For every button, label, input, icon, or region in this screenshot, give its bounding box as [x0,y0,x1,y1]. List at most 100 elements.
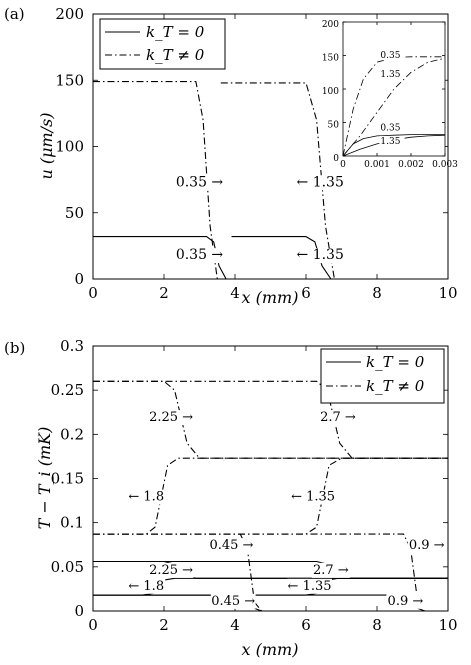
b-series-line-7 [93,560,448,579]
inset-ytick-label: 100 [322,87,339,97]
a-ytick-label: 100 [55,138,84,156]
a-annotation: ← 1.35 [297,247,344,263]
panel-b-legend: k_T = 0 k_T ≠ 0 [320,348,445,404]
panel-b-annotations: 2.25 → 2.7 → ← 1.8 ← 1.35 0.45 → 0.9 → 2.25 → 2… [127,410,446,609]
a-xtick-label: 6 [301,284,311,302]
legend-a-entry-0: k_T = 0 [146,23,205,41]
b-annotation: 2.7 → [313,563,349,578]
inset-xtick-label: 0.002 [398,160,424,170]
panel-a-xlabel: x (mm) [242,288,299,307]
b-annotation-bg [209,538,254,554]
a-ytick-label: 0 [74,270,84,288]
inset-ytick-label: 0 [333,154,339,164]
inset-xtick-label: 0.003 [432,160,458,170]
inset-series-label: 1.35 [380,137,400,147]
inset-series-label: 0.35 [380,124,400,134]
b-annotation-bg [127,489,166,505]
b-series-line-6 [93,560,448,579]
inset-series-labels: 0.35 1.35 0.35 1.35 [379,50,405,147]
a-xtick-label: 2 [159,284,169,302]
legend-b-entry-1: k_T ≠ 0 [366,377,425,395]
a-annotation-bg [177,248,222,264]
b-annotation-bg [386,593,425,609]
panel-a-ylabel: u (μm/s) [37,112,56,179]
b-annotation: 2.7 → [320,410,356,425]
b-annotation: ← 1.35 [291,490,335,505]
inset-label-bg [379,50,405,61]
b-ytick-label: 0.15 [51,470,84,488]
panel-a-annotations: 0.35 → ← 1.35 0.35 → ← 1.35 [176,174,344,264]
inset-xtick-label: 0.001 [364,160,390,170]
b-ytick-label: 0.3 [60,337,84,355]
panel-a-inset: 0 0.001 0.002 0.003 0 50 100 150 200 0.35 1.35 0.3… [322,20,458,170]
panel-a-label: (a) [4,5,25,23]
b-annotation: ← 1.8 [128,490,164,505]
a-annotation: ← 1.35 [297,174,344,190]
b-xtick-label: 8 [372,616,382,634]
b-annotation: 2.25 → [149,410,193,425]
legend-b-entry-0: k_T = 0 [366,353,425,371]
b-annotation: 0.9 → [409,538,445,553]
b-annotation: 0.45 → [211,594,255,609]
legend-a-entry-1: k_T ≠ 0 [146,46,205,64]
a-xtick-label: 4 [230,284,240,302]
inset-ytick-label: 150 [322,54,339,64]
a-xtick-label: 8 [372,284,382,302]
a-xtick-label: 0 [88,284,98,302]
a-ytick-label: 150 [55,71,84,89]
b-xtick-label: 10 [438,616,457,634]
b-annotation: 2.25 → [149,563,193,578]
panel-b-xlabel: x (mm) [242,640,299,659]
b-ytick-label: 0.05 [51,558,84,576]
a-annotation-bg [177,175,222,191]
a-annotation-bg [297,175,343,191]
b-annotation-bg [290,489,336,505]
b-annotation: 0.9 → [388,594,424,609]
panel-a-ticks: 0 2 4 6 8 100 50 100 150 200 [55,5,457,302]
inset-ytick-label: 50 [328,121,340,131]
inset-label-bg [379,122,405,133]
b-xtick-label: 2 [159,616,169,634]
b-ytick-label: 0.25 [51,381,84,399]
inset-xtick-label: 0 [340,160,346,170]
b-annotation-bg [287,578,332,594]
a-ytick-label: 200 [55,5,84,23]
inset-ticks: 0 0.001 0.002 0.003 0 50 100 150 200 [322,20,458,170]
b-ytick-label: 0.2 [60,425,84,443]
b-annotation-bg [318,410,357,426]
b-annotation-bg [127,578,166,594]
panel-b-ylabel: T − T_i (mK) [35,427,54,530]
b-ytick-label: 0 [74,602,84,620]
panel-b-label: (b) [4,339,25,357]
b-xtick-label: 6 [301,616,311,634]
legend-a-box [99,18,226,70]
b-annotation-bg [311,562,350,578]
panel-b: (b) 0 2 4 6 8 10 0 0.05 0.1 0.15 0.2 0.25 0.3 2.25 →… [4,337,458,659]
a-series-line-3 [220,82,448,280]
inset-ytick-label: 200 [322,20,339,30]
inset-label-bg [379,68,405,79]
b-annotation: ← 1.8 [128,579,164,594]
panel-b-ticks: 0 2 4 6 8 10 0 0.05 0.1 0.15 0.2 0.25 0.3 [51,337,458,634]
b-xtick-label: 0 [88,616,98,634]
b-xtick-label: 4 [230,616,240,634]
b-annotation: 0.45 → [209,538,253,553]
inset-series-line-0 [342,56,445,157]
legend-b-box [320,348,445,404]
a-series-line-0 [93,236,448,280]
a-annotation: 0.35 → [176,174,224,190]
a-ytick-label: 50 [65,204,84,222]
a-series-line-2 [93,81,448,280]
b-ytick-label: 0.1 [60,514,84,532]
panel-a-legend: k_T = 0 k_T ≠ 0 [99,18,226,70]
b-annotation-bg [148,410,194,426]
b-annotation-bg [407,538,446,554]
b-annotation-bg [148,562,194,578]
a-annotation-bg [297,248,343,264]
inset-series-label: 0.35 [380,51,400,61]
a-annotation: 0.35 → [176,247,224,263]
b-annotation: ← 1.35 [288,579,332,594]
inset-label-bg [379,135,405,146]
